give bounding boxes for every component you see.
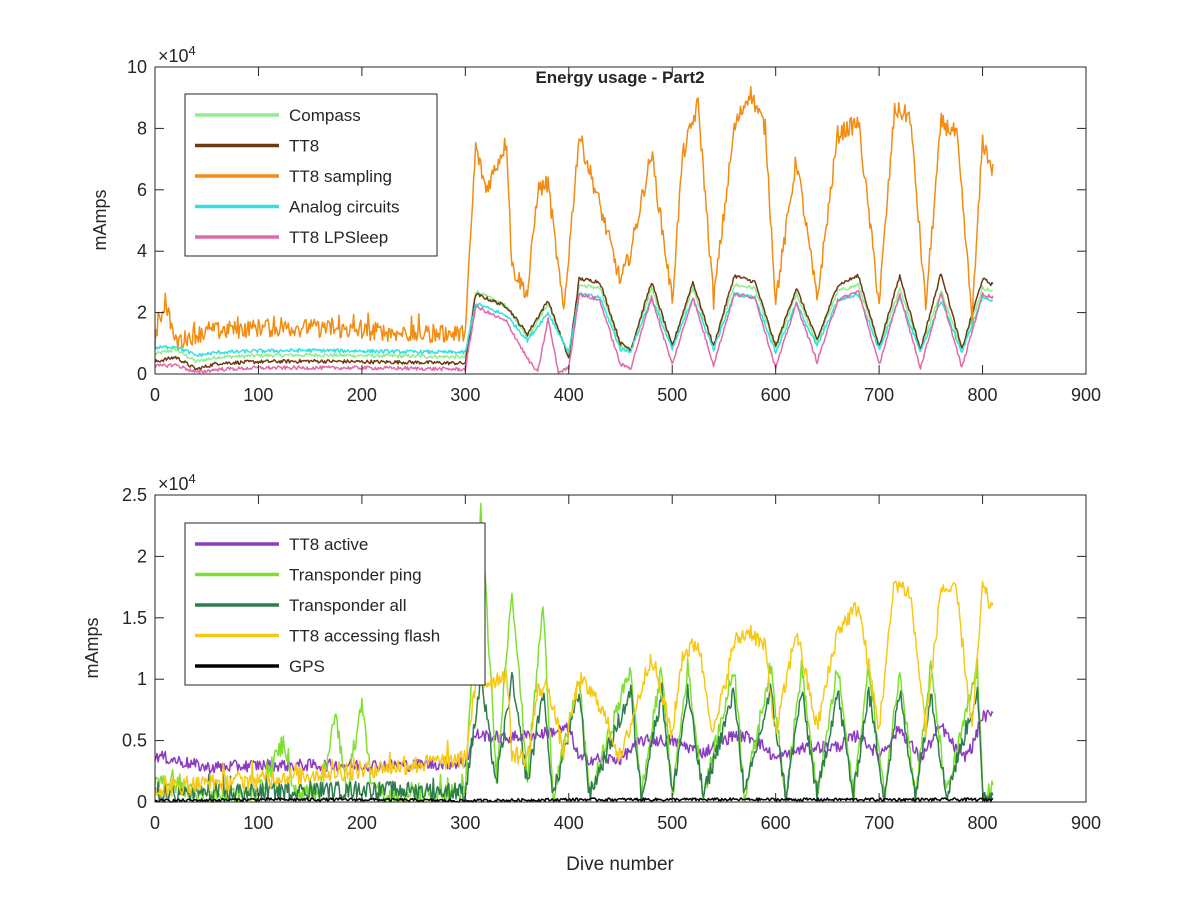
bottom-legend-label-1: TT8 active — [289, 535, 368, 554]
bottom-x-tick-label: 800 — [968, 813, 998, 833]
top-series-line-3 — [154, 85, 994, 350]
top-y-tick-label: 0 — [137, 364, 147, 384]
top-exponent-base: ×10 — [158, 46, 189, 66]
top-x-tick-label: 100 — [243, 385, 273, 405]
top-legend-label-2: TT8 — [289, 137, 319, 156]
bottom-x-tick-label: 200 — [347, 813, 377, 833]
top-y-tick-label: 4 — [137, 241, 147, 261]
top-series-line-5 — [154, 290, 994, 375]
top-x-tick-label: 400 — [554, 385, 584, 405]
bottom-x-tick-label: 500 — [657, 813, 687, 833]
bottom-y-axis-label: mAmps — [82, 617, 102, 678]
top-legend: Compass TT8 TT8 sampling Analog circuits TT8… — [184, 93, 438, 257]
bottom-legend-label-3: Transponder all — [289, 596, 407, 615]
top-legend-label-5: TT8 LPSleep — [289, 228, 388, 247]
bottom-x-tick-label: 700 — [864, 813, 894, 833]
top-x-tick-label: 700 — [864, 385, 894, 405]
bottom-x-tick-label: 600 — [761, 813, 791, 833]
bottom-y-tick-label: 2.5 — [122, 485, 147, 505]
top-chart-panel: 0 100 200 300 400 500 600 700 800 900 0 2 4 6 8 10 mAmp… — [90, 43, 1101, 405]
bottom-exponent-label: ×104 — [158, 471, 196, 494]
top-y-tick-label: 2 — [137, 303, 147, 323]
top-legend-label-3: TT8 sampling — [289, 167, 392, 186]
figure-title: Energy usage - Part2 — [535, 68, 704, 87]
top-y-axis-label: mAmps — [90, 189, 110, 250]
bottom-x-tick-label: 300 — [450, 813, 480, 833]
bottom-series-line-3 — [154, 671, 994, 803]
top-axis-ticks: 0 100 200 300 400 500 600 700 800 900 0 2 4 6 8 10 — [127, 57, 1101, 405]
top-legend-label-4: Analog circuits — [289, 198, 400, 217]
bottom-y-tick-label: 1.5 — [122, 608, 147, 628]
top-x-tick-label: 900 — [1071, 385, 1101, 405]
bottom-exponent-power: 4 — [189, 471, 196, 486]
bottom-chart-panel: 0 100 200 300 400 500 600 700 800 900 0 0.5 1 1.5 2 2.5… — [82, 471, 1101, 833]
top-y-tick-label: 10 — [127, 57, 147, 77]
bottom-axes-box — [154, 494, 1087, 803]
top-y-tick-label: 8 — [137, 118, 147, 138]
top-legend-label-1: Compass — [289, 106, 361, 125]
top-exponent-label: ×104 — [158, 43, 196, 66]
top-exponent-power: 4 — [189, 43, 196, 58]
bottom-legend: TT8 active Transponder ping Transponder al… — [184, 522, 486, 686]
x-axis-label: Dive number — [566, 854, 674, 875]
bottom-y-tick-label: 2 — [137, 546, 147, 566]
bottom-legend-label-4: TT8 accessing flash — [289, 627, 440, 646]
top-axes-box — [154, 66, 1087, 375]
bottom-chart-lines — [154, 502, 994, 803]
top-x-tick-label: 300 — [450, 385, 480, 405]
bottom-x-tick-label: 0 — [150, 813, 160, 833]
top-y-tick-label: 6 — [137, 180, 147, 200]
bottom-legend-label-2: Transponder ping — [289, 566, 422, 585]
bottom-y-tick-label: 0 — [137, 792, 147, 812]
bottom-exponent-base: ×10 — [158, 474, 189, 494]
top-x-tick-label: 500 — [657, 385, 687, 405]
top-x-tick-label: 800 — [968, 385, 998, 405]
top-x-tick-label: 600 — [761, 385, 791, 405]
bottom-y-tick-label: 1 — [137, 669, 147, 689]
bottom-x-tick-label: 900 — [1071, 813, 1101, 833]
top-x-tick-label: 200 — [347, 385, 377, 405]
top-x-tick-label: 0 — [150, 385, 160, 405]
top-series-line-4 — [154, 291, 994, 358]
bottom-y-tick-label: 0.5 — [122, 731, 147, 751]
bottom-x-tick-label: 400 — [554, 813, 584, 833]
top-series-line-2 — [154, 273, 994, 371]
bottom-legend-label-5: GPS — [289, 657, 325, 676]
bottom-axis-ticks: 0 100 200 300 400 500 600 700 800 900 0 0.5 1 1.5 2 2.5 — [122, 485, 1101, 833]
top-chart-lines — [154, 85, 994, 375]
bottom-x-tick-label: 100 — [243, 813, 273, 833]
bottom-series-line-5 — [154, 797, 994, 803]
bottom-series-line-4 — [154, 580, 994, 798]
